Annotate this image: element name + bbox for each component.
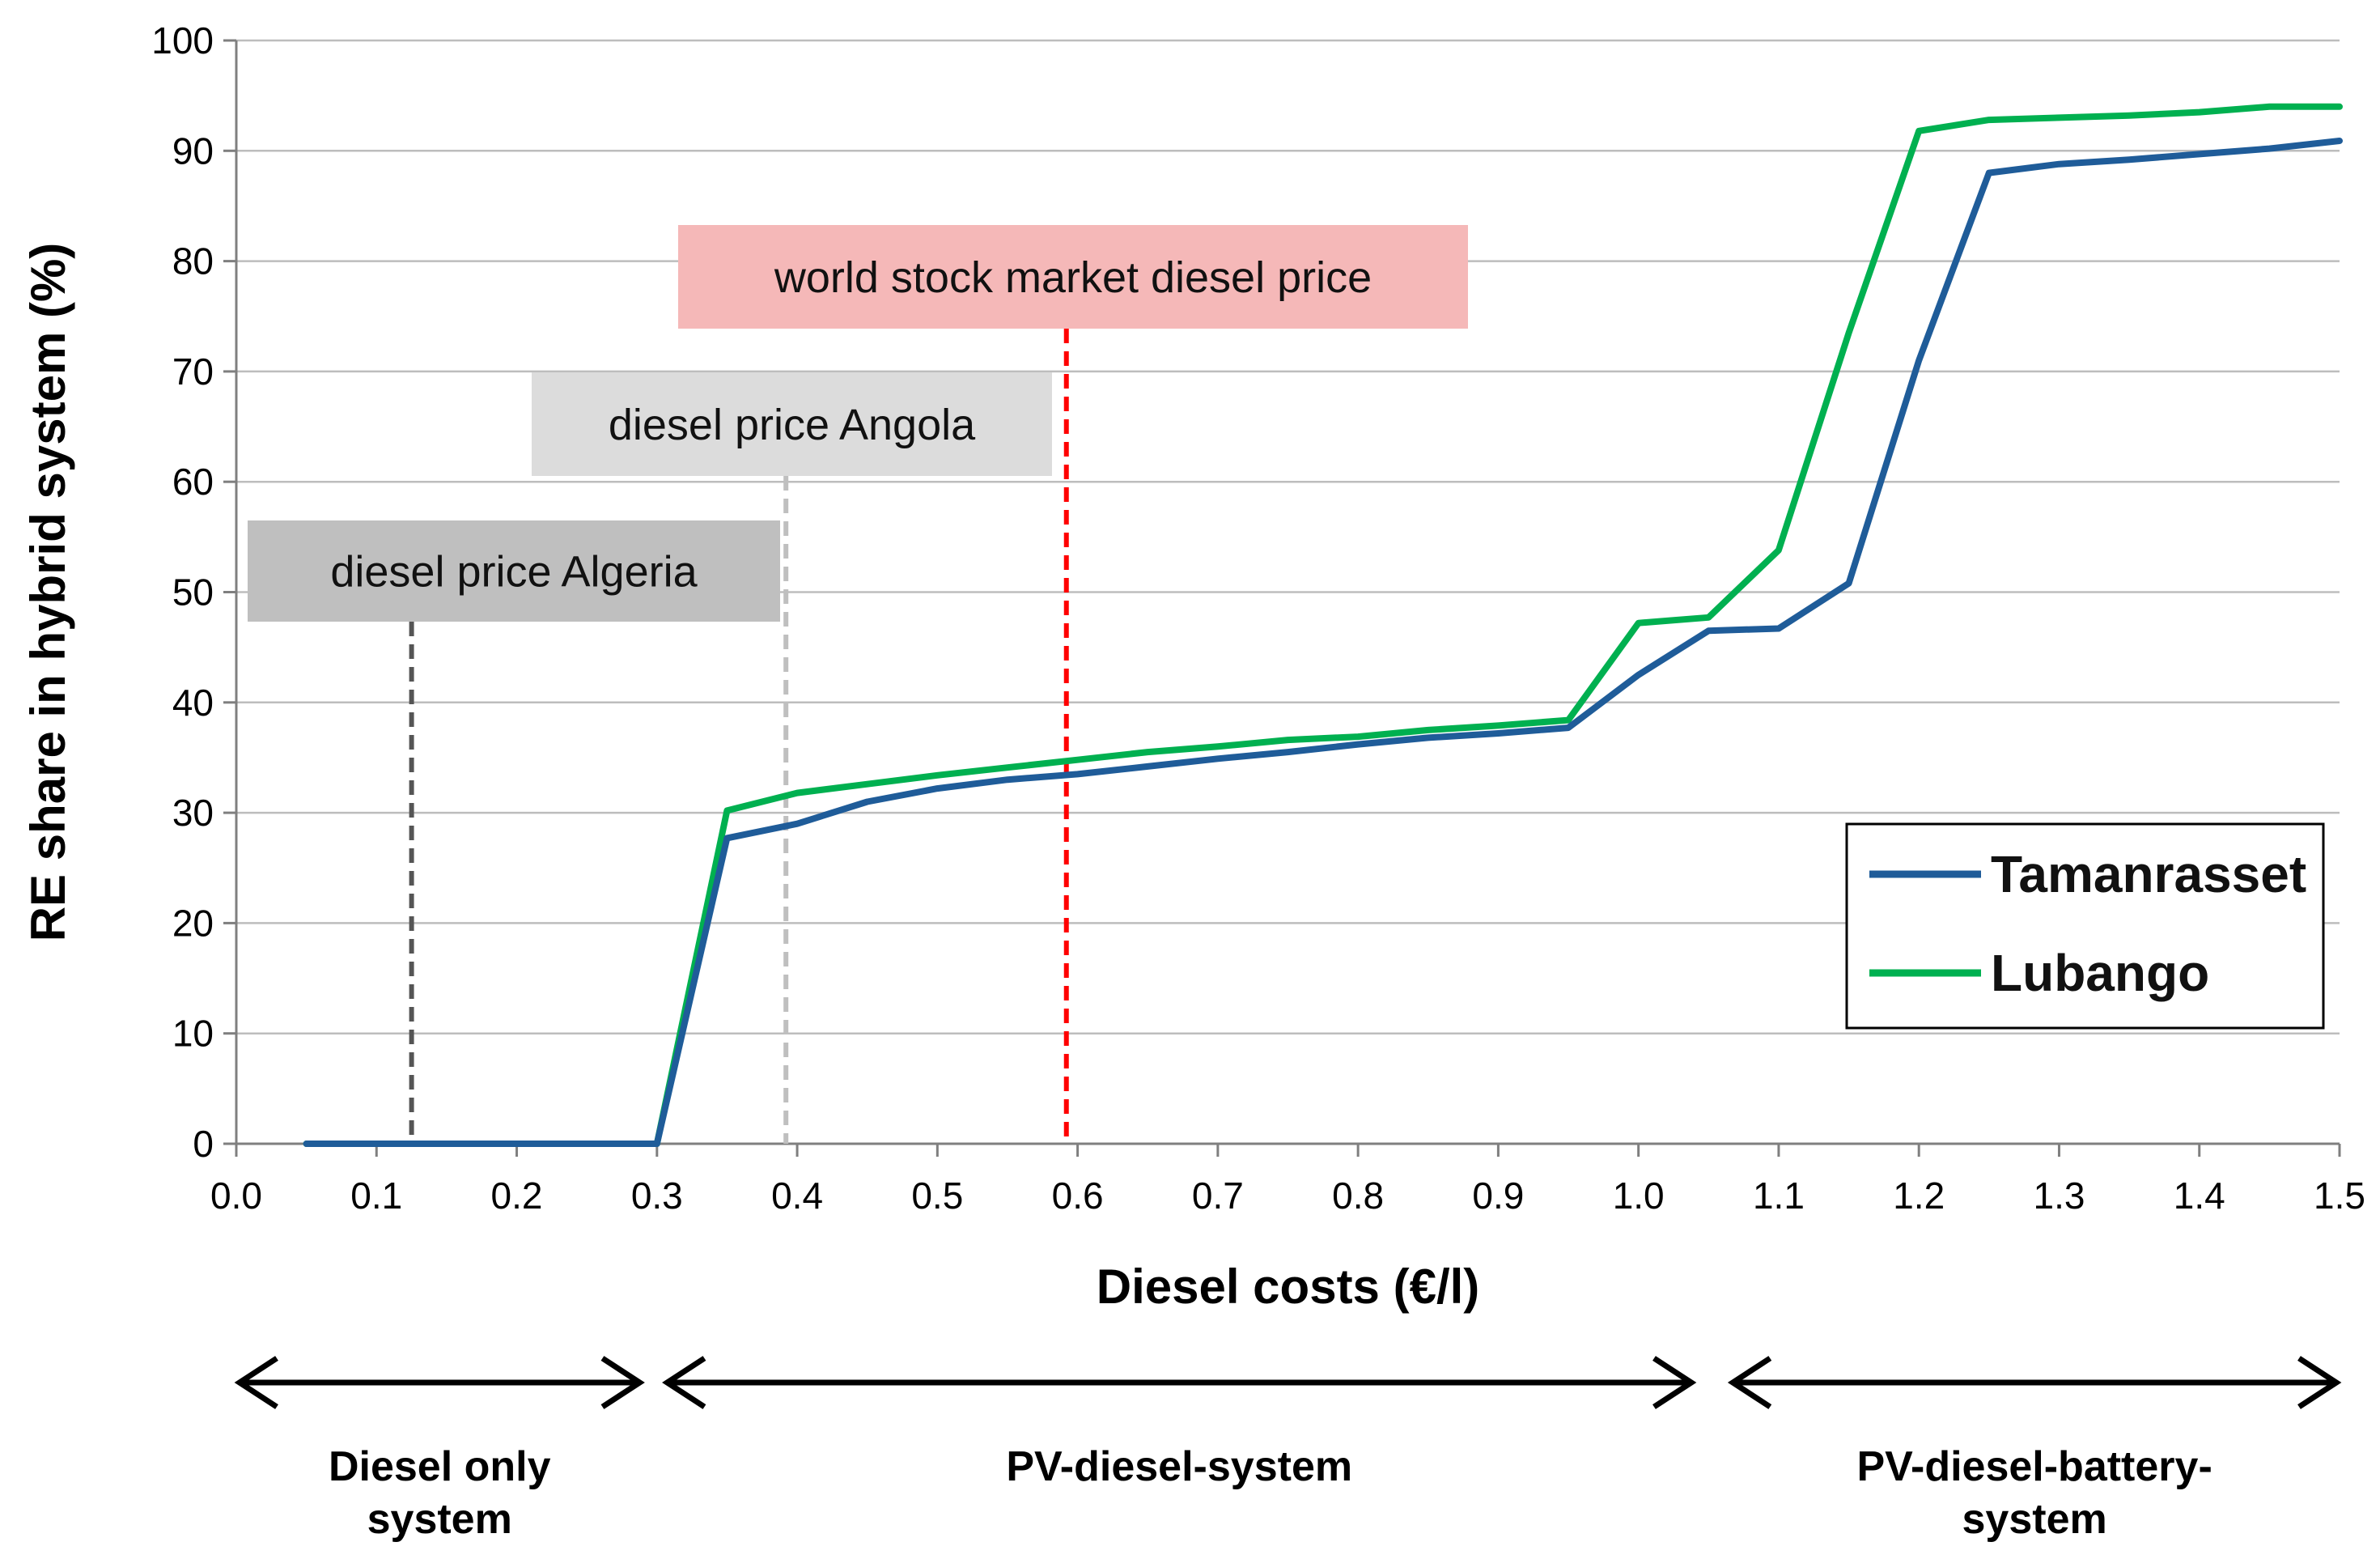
y-tick-label: 10 bbox=[172, 1013, 214, 1055]
x-tick-label: 0.9 bbox=[1472, 1175, 1524, 1217]
y-tick-label: 40 bbox=[172, 682, 214, 724]
marker-label-box bbox=[248, 520, 780, 622]
range-arrow bbox=[234, 1356, 645, 1409]
y-axis-title: RE share in hybrid system (%) bbox=[21, 243, 75, 942]
series-lines bbox=[303, 103, 2343, 1147]
marker-label-box bbox=[678, 225, 1468, 329]
y-tick-label: 0 bbox=[193, 1123, 214, 1165]
x-tick-label: 1.2 bbox=[1893, 1175, 1945, 1217]
range-label-line1: PV-diesel-battery- bbox=[1857, 1443, 2212, 1490]
legend-box bbox=[1845, 822, 2325, 1030]
x-tick-label: 1.3 bbox=[2033, 1175, 2085, 1217]
range-label-line1: PV-diesel-system bbox=[1006, 1443, 1352, 1490]
legend: Tamanrasset Lubango bbox=[1845, 822, 2325, 1030]
range-label-line1: Diesel only bbox=[329, 1443, 551, 1490]
marker-label: diesel price Algeria bbox=[330, 548, 698, 597]
y-tick-label: 50 bbox=[172, 571, 214, 614]
price-markers: diesel price Algeria diesel price Angola w… bbox=[248, 225, 1468, 1144]
x-tick-label: 0.6 bbox=[1052, 1175, 1104, 1217]
y-tick-label: 20 bbox=[172, 902, 214, 944]
y-tick-label: 70 bbox=[172, 350, 214, 393]
axes bbox=[223, 39, 2341, 1157]
x-tick-label: 1.0 bbox=[1613, 1175, 1665, 1217]
x-tick-label: 1.1 bbox=[1753, 1175, 1805, 1217]
y-tick-label: 100 bbox=[151, 19, 214, 62]
x-axis-title: Diesel costs (€/l) bbox=[1097, 1260, 1480, 1314]
range-label-line2: system bbox=[367, 1496, 512, 1543]
legend-label: Lubango bbox=[1991, 944, 2209, 1002]
range-arrow-head-right bbox=[1652, 1356, 1697, 1409]
x-tick-label: 0.3 bbox=[631, 1175, 683, 1217]
series-line-tamanrasset bbox=[303, 138, 2343, 1147]
range-arrow bbox=[662, 1356, 1697, 1409]
x-tick-label: 1.5 bbox=[2314, 1175, 2365, 1217]
range-arrow-head-right bbox=[600, 1356, 645, 1409]
range-arrow-head-left bbox=[1727, 1356, 1772, 1409]
x-tick-label: 0.7 bbox=[1192, 1175, 1244, 1217]
range-arrow-head-right bbox=[2297, 1356, 2342, 1409]
y-tick-label: 60 bbox=[172, 461, 214, 503]
range-arrow-head-left bbox=[662, 1356, 706, 1409]
range-label-line2: system bbox=[1962, 1496, 2107, 1543]
y-tick-label: 30 bbox=[172, 792, 214, 834]
marker-label: diesel price Angola bbox=[609, 401, 976, 449]
system-ranges: Diesel only system PV-diesel-system PV-dies… bbox=[234, 1356, 2342, 1543]
legend-label: Tamanrasset bbox=[1991, 845, 2306, 903]
x-tick-label: 0.0 bbox=[210, 1175, 262, 1217]
marker-label: world stock market diesel price bbox=[774, 253, 1372, 302]
x-tick-label: 0.1 bbox=[350, 1175, 402, 1217]
x-tick-labels: 0.0 0.1 0.2 0.3 0.4 0.5 0.6 0.7 0.8 0.9 1.0 1.1 1.2 1… bbox=[210, 1175, 2365, 1217]
x-tick-label: 0.4 bbox=[771, 1175, 823, 1217]
marker-label-box bbox=[532, 372, 1052, 476]
range-arrow-head-left bbox=[234, 1356, 278, 1409]
x-tick-label: 0.2 bbox=[491, 1175, 543, 1217]
x-tick-label: 0.5 bbox=[911, 1175, 963, 1217]
x-tick-label: 1.4 bbox=[2174, 1175, 2225, 1217]
y-tick-labels: 0 10 20 30 40 50 60 70 80 90 100 bbox=[151, 19, 214, 1165]
range-arrow bbox=[1727, 1356, 2342, 1409]
y-tick-label: 90 bbox=[172, 130, 214, 172]
x-tick-label: 0.8 bbox=[1332, 1175, 1384, 1217]
grid-lines bbox=[236, 39, 2340, 1034]
y-tick-label: 80 bbox=[172, 240, 214, 282]
